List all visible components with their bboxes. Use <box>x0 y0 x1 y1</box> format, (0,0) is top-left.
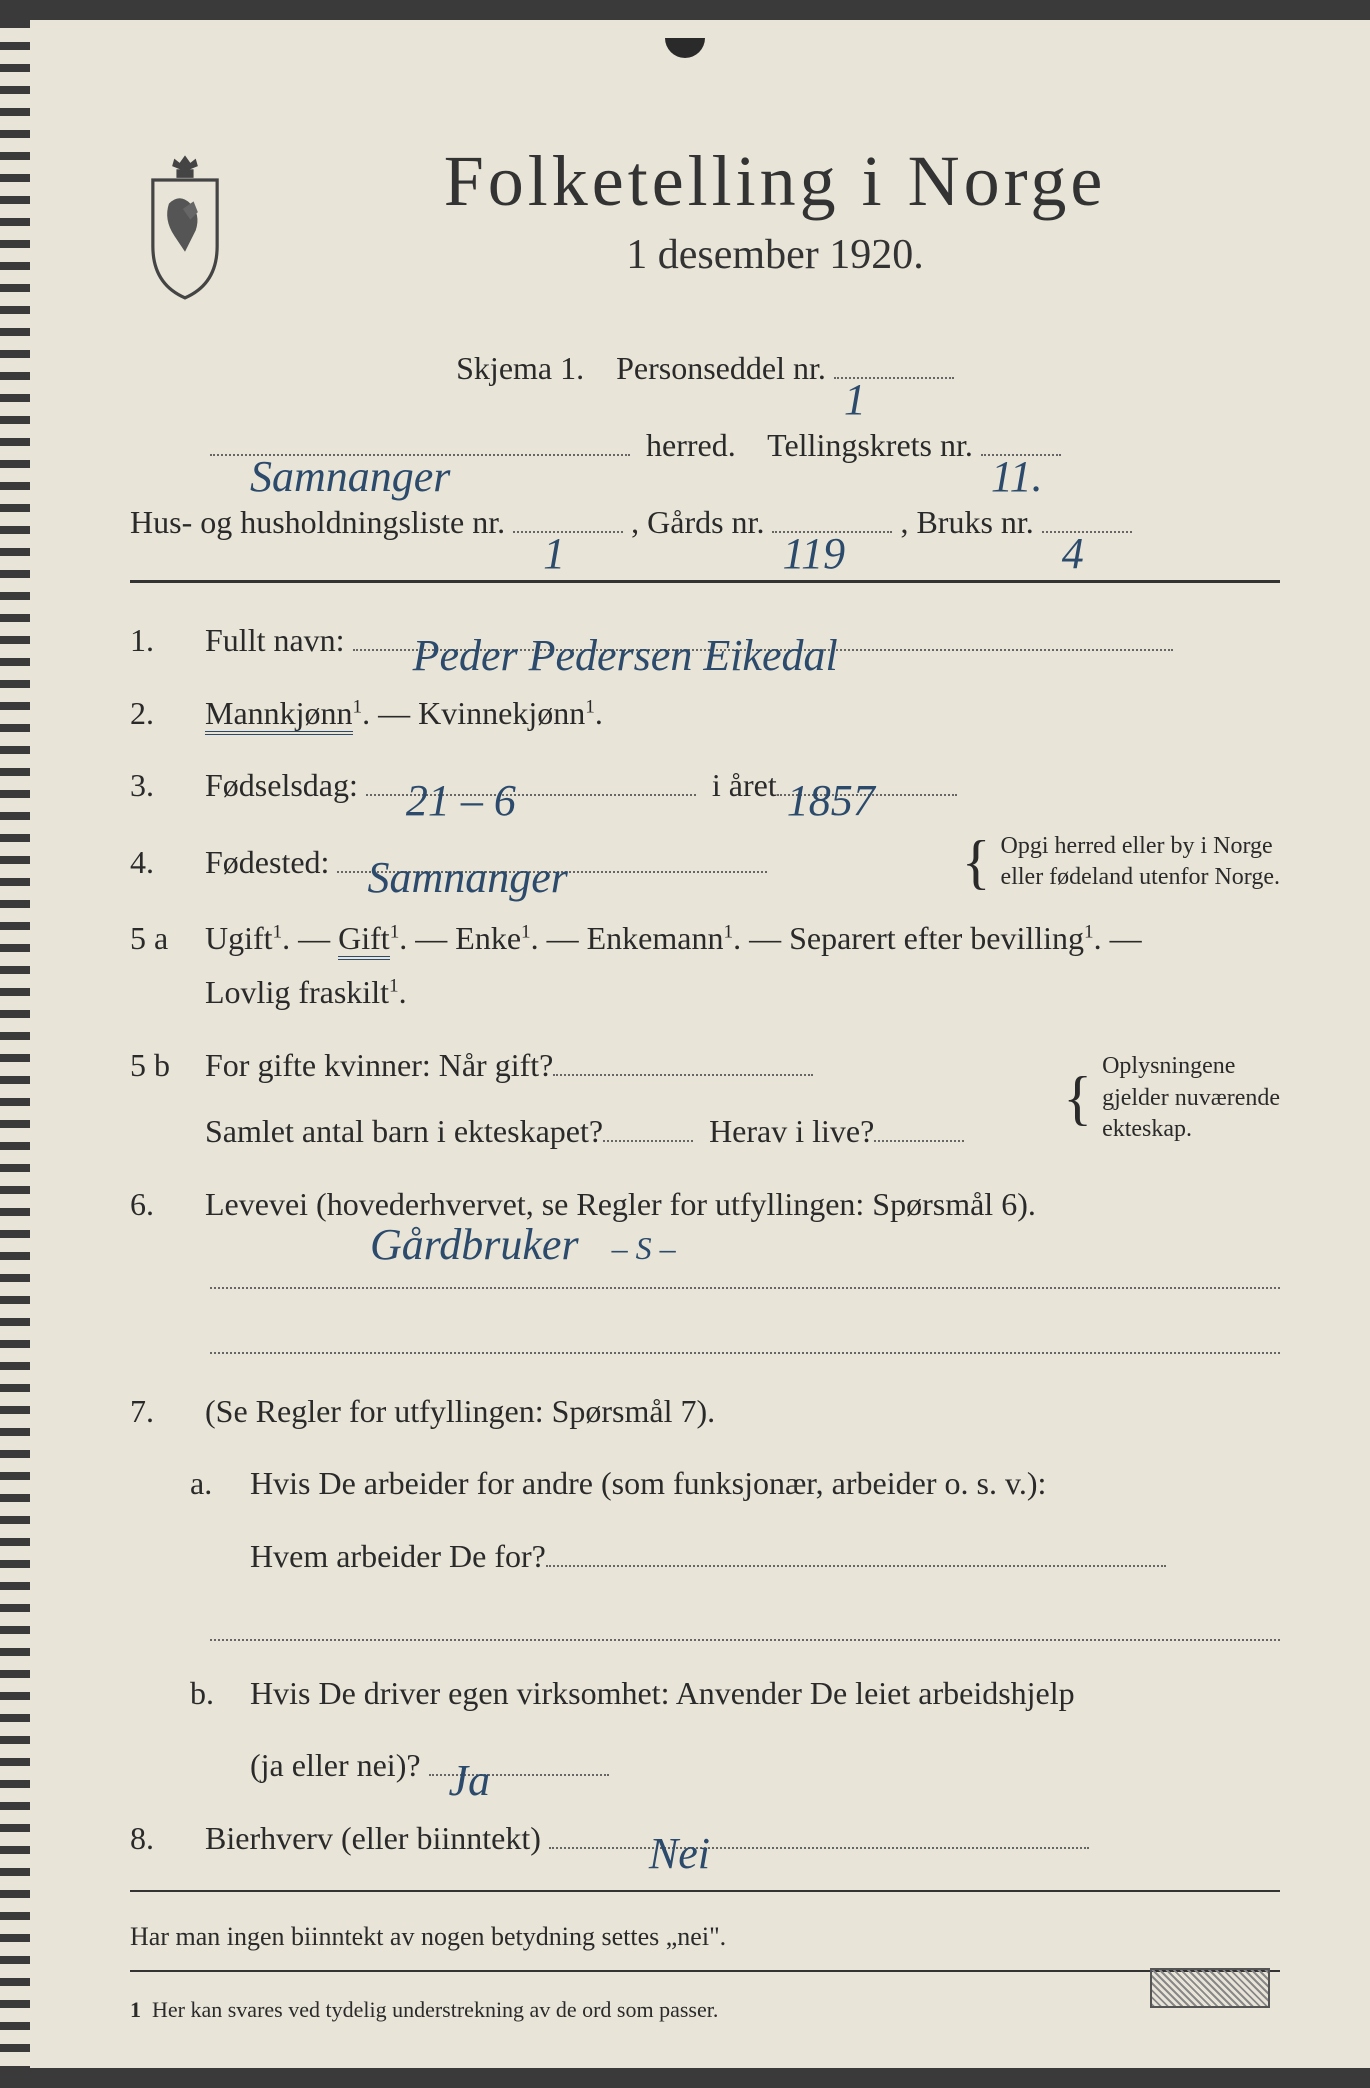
q4-row: 4. Fødested: Samnanger { Opgi herred ell… <box>130 831 1280 893</box>
row-herred: Samnanger herred. Tellingskrets nr. 11. <box>130 407 1280 484</box>
q5b-sidenote: Oplysningene gjelder nuværende ekteskap. <box>1102 1051 1280 1145</box>
q5a-enke: Enke <box>455 920 521 956</box>
q6-fill: Gårdbruker – S – <box>210 1249 1280 1289</box>
q7-row: 7. (Se Regler for utfyllingen: Spørsmål … <box>130 1384 1280 1438</box>
q5a-row: 5 a Ugift1. — Gift1. — Enke1. — Enkemann… <box>130 911 1280 1020</box>
q5b-l2b: Herav i live? <box>709 1113 874 1149</box>
q7b-value: Ja <box>449 1744 491 1819</box>
q6-num: 6. <box>130 1177 185 1231</box>
brace-icon: { <box>962 838 991 886</box>
tellingskrets-nr: 11. <box>991 424 1043 530</box>
q7a-l1: Hvis De arbeider for andre (som funksjon… <box>250 1456 1280 1510</box>
q3-year-label: i året <box>712 767 777 803</box>
q5a-num: 5 a <box>130 911 185 965</box>
q7a-letter: a. <box>190 1456 230 1510</box>
q3-num: 3. <box>130 758 185 812</box>
q7b-l1: Hvis De driver egen virksomhet: Anvender… <box>250 1666 1280 1720</box>
bruks-nr: 4 <box>1062 501 1084 607</box>
q8-label: Bierhverv (eller biinntekt) <box>205 1820 541 1856</box>
q5b-num: 5 b <box>130 1038 185 1092</box>
q2-num: 2. <box>130 686 185 740</box>
divider-3 <box>130 1970 1280 1972</box>
title-block: Folketelling i Norge 1 desember 1920. <box>270 140 1280 279</box>
form-body: Skjema 1. Personseddel nr. 1 Samnanger h… <box>130 330 1280 2023</box>
census-form-page: Folketelling i Norge 1 desember 1920. Sk… <box>0 20 1370 2068</box>
q4-sidenote: Opgi herred eller by i Norge eller fødel… <box>1001 831 1280 893</box>
brace-icon-2: { <box>1063 1074 1092 1122</box>
footer-note: Har man ingen biinntekt av nogen betydni… <box>130 1922 1280 1952</box>
q5a-enkemann: Enkemann <box>587 920 724 956</box>
q6-label: Levevei (hovederhvervet, se Regler for u… <box>205 1186 1036 1222</box>
q5a-ugift: Ugift <box>205 920 273 956</box>
q7b-row: b. Hvis De driver egen virksomhet: Anven… <box>130 1666 1280 1793</box>
row-skjema: Skjema 1. Personseddel nr. 1 <box>130 330 1280 407</box>
q5b-l1: For gifte kvinner: Når gift? <box>205 1047 553 1083</box>
q5a-gift: Gift <box>338 920 390 960</box>
q7b-letter: b. <box>190 1666 230 1720</box>
q1-value: Peder Pedersen Eikedal <box>413 619 838 694</box>
personseddel-nr: 1 <box>844 347 866 453</box>
tellingskrets-label: Tellingskrets nr. <box>767 427 973 463</box>
q4-num: 4. <box>130 835 185 889</box>
q4-value: Samnanger <box>367 841 567 916</box>
printer-stamp <box>1150 1968 1270 2008</box>
q8-row: 8. Bierhverv (eller biinntekt) Nei <box>130 1811 1280 1865</box>
personseddel-label: Personseddel nr. <box>616 350 826 386</box>
divider-1 <box>130 580 1280 583</box>
q6-fill-2 <box>210 1314 1280 1354</box>
q1-num: 1. <box>130 613 185 667</box>
q5a-lovlig: Lovlig fraskilt <box>205 974 389 1010</box>
hus-nr: 1 <box>543 501 565 607</box>
main-title: Folketelling i Norge <box>270 140 1280 223</box>
q7-label: (Se Regler for utfyllingen: Spørsmål 7). <box>205 1393 715 1429</box>
herred-value: Samnanger <box>250 424 450 530</box>
coat-of-arms-icon <box>130 150 240 300</box>
q6-row: 6. Levevei (hovederhvervet, se Regler fo… <box>130 1177 1280 1231</box>
q7a-fill <box>210 1601 1280 1641</box>
q3-year: 1857 <box>787 764 875 839</box>
q3-day: 21 – 6 <box>406 764 516 839</box>
gards-label: , Gårds nr. <box>631 504 764 540</box>
q8-num: 8. <box>130 1811 185 1865</box>
q7a-row: a. Hvis De arbeider for andre (som funks… <box>130 1456 1280 1583</box>
q7-num: 7. <box>130 1384 185 1438</box>
binding-hole <box>665 38 705 58</box>
q4-label: Fødested: <box>205 844 329 880</box>
left-perforation <box>0 20 30 2068</box>
herred-label: herred. <box>646 427 736 463</box>
header: Folketelling i Norge 1 desember 1920. <box>130 140 1280 300</box>
footnote: 1 Her kan svares ved tydelig understrekn… <box>130 1997 1280 2023</box>
q1-row: 1. Fullt navn: Peder Pedersen Eikedal <box>130 613 1280 667</box>
q5a-separert: Separert efter bevilling <box>789 920 1084 956</box>
q2-kvinne: Kvinnekjønn <box>418 695 585 731</box>
q7a-l2: Hvem arbeider De for? <box>250 1538 546 1574</box>
q6-value: Gårdbruker – S – <box>370 1219 676 1270</box>
q3-row: 3. Fødselsdag: 21 – 6 i året1857 <box>130 758 1280 812</box>
q3-label: Fødselsdag: <box>205 767 358 803</box>
q5b-l2a: Samlet antal barn i ekteskapet? <box>205 1113 603 1149</box>
gards-nr: 119 <box>782 501 845 607</box>
q2-mann: Mannkjønn <box>205 695 353 735</box>
subtitle-date: 1 desember 1920. <box>270 231 1280 279</box>
q5b-row: 5 b For gifte kvinner: Når gift? Samlet … <box>130 1038 1280 1159</box>
q7b-l2: (ja eller nei)? <box>250 1747 421 1783</box>
q1-label: Fullt navn: <box>205 622 345 658</box>
q8-value: Nei <box>649 1817 710 1892</box>
skjema-label: Skjema 1. <box>456 350 584 386</box>
